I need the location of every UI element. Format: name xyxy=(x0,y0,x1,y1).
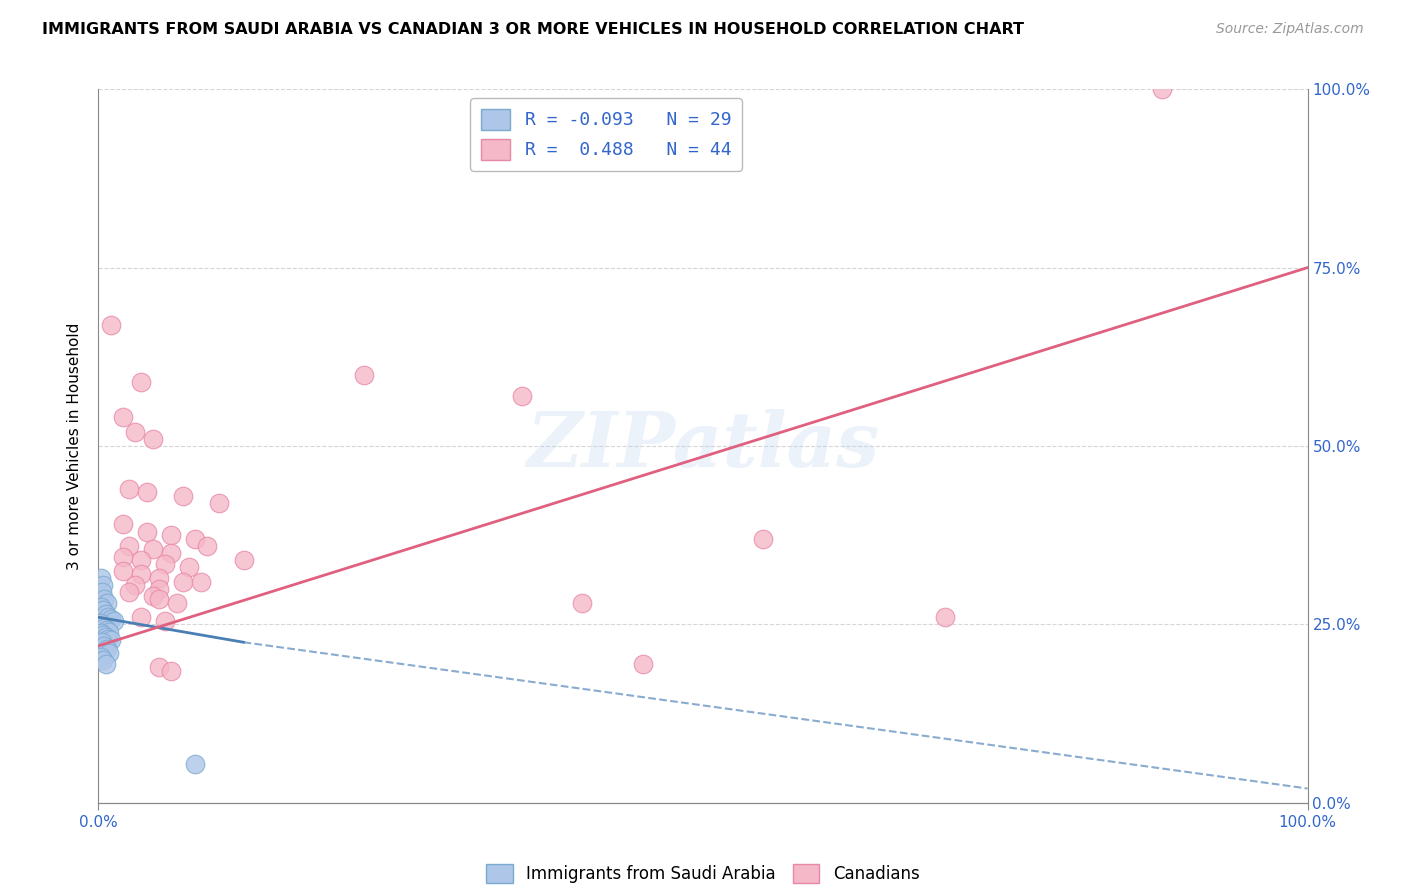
Point xyxy=(160,528,183,542)
Point xyxy=(195,539,218,553)
Point xyxy=(111,549,134,564)
Point xyxy=(90,599,112,614)
Point xyxy=(93,639,115,653)
Text: ZIPatlas: ZIPatlas xyxy=(526,409,880,483)
Point xyxy=(124,425,146,439)
Point xyxy=(91,619,114,633)
Point xyxy=(160,664,183,678)
Point xyxy=(184,756,207,771)
Point xyxy=(179,560,201,574)
Point xyxy=(91,603,114,617)
Point xyxy=(96,623,118,637)
Point xyxy=(118,585,141,599)
Point xyxy=(571,596,593,610)
Point xyxy=(232,553,254,567)
Point xyxy=(752,532,775,546)
Point xyxy=(118,482,141,496)
Point xyxy=(94,657,117,671)
Point xyxy=(98,646,121,660)
Point xyxy=(118,539,141,553)
Point xyxy=(91,628,114,642)
Point xyxy=(934,610,956,624)
Point xyxy=(190,574,212,589)
Point xyxy=(89,615,111,630)
Point xyxy=(90,649,112,664)
Point xyxy=(111,410,134,425)
Point xyxy=(172,574,194,589)
Point xyxy=(91,653,114,667)
Point xyxy=(166,596,188,610)
Point xyxy=(100,633,122,648)
Text: IMMIGRANTS FROM SAUDI ARABIA VS CANADIAN 3 OR MORE VEHICLES IN HOUSEHOLD CORRELA: IMMIGRANTS FROM SAUDI ARABIA VS CANADIAN… xyxy=(42,22,1024,37)
Point xyxy=(172,489,194,503)
Point xyxy=(148,582,170,596)
Point xyxy=(129,553,152,567)
Point xyxy=(100,612,122,626)
Point xyxy=(353,368,375,382)
Point xyxy=(153,614,176,628)
Legend: Immigrants from Saudi Arabia, Canadians: Immigrants from Saudi Arabia, Canadians xyxy=(477,854,929,892)
Point xyxy=(148,592,170,607)
Point xyxy=(631,657,654,671)
Point xyxy=(97,610,120,624)
Point xyxy=(111,564,134,578)
Point xyxy=(93,621,115,635)
Point xyxy=(148,571,170,585)
Point xyxy=(94,630,117,644)
Point xyxy=(91,578,114,592)
Y-axis label: 3 or more Vehicles in Household: 3 or more Vehicles in Household xyxy=(67,322,83,570)
Point xyxy=(100,318,122,332)
Point xyxy=(98,624,121,639)
Text: Source: ZipAtlas.com: Source: ZipAtlas.com xyxy=(1216,22,1364,37)
Point xyxy=(160,546,183,560)
Point xyxy=(129,375,152,389)
Point xyxy=(142,589,165,603)
Point xyxy=(97,632,120,646)
Point xyxy=(90,571,112,585)
Point xyxy=(111,517,134,532)
Point xyxy=(93,592,115,607)
Point xyxy=(103,614,125,628)
Point xyxy=(148,660,170,674)
Point xyxy=(208,496,231,510)
Point xyxy=(90,626,112,640)
Point xyxy=(94,607,117,621)
Point xyxy=(124,578,146,592)
Point xyxy=(184,532,207,546)
Point xyxy=(135,524,157,539)
Point xyxy=(91,585,114,599)
Point xyxy=(135,485,157,500)
Point xyxy=(91,635,114,649)
Point xyxy=(129,567,152,582)
Point xyxy=(1152,82,1174,96)
Point xyxy=(142,542,165,557)
Point xyxy=(142,432,165,446)
Point xyxy=(129,610,152,624)
Point xyxy=(153,557,176,571)
Point xyxy=(96,596,118,610)
Point xyxy=(96,642,118,657)
Point xyxy=(510,389,533,403)
